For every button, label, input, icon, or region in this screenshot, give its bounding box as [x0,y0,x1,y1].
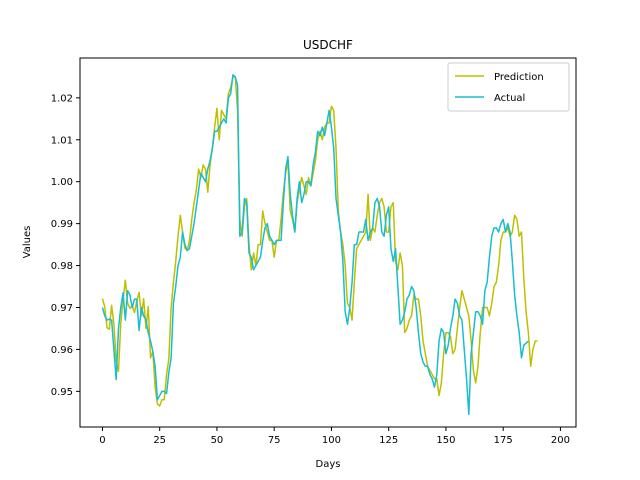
x-tick-label: 200 [551,435,570,446]
series-line-prediction [101,76,538,407]
legend: Prediction Actual [447,62,570,112]
plot-frame [79,57,577,428]
series-layer [101,74,538,416]
x-axis-label: Days [316,459,341,470]
y-axis-ticks: 0.95 0.96 0.97 0.98 0.99 1.00 1.01 1.02 [51,93,80,398]
y-tick-label: 0.97 [51,303,73,314]
x-axis-ticks: 0 25 50 75 100 125 150 175 200 [99,427,570,446]
y-axis-label: Values [22,226,33,259]
y-tick-label: 0.96 [51,345,73,356]
x-tick-label: 50 [211,435,224,446]
y-tick-label: 1.01 [51,135,73,146]
series-line-actual [101,74,529,416]
x-tick-label: 125 [379,435,398,446]
legend-label-prediction: Prediction [494,72,544,83]
x-tick-label: 25 [153,435,166,446]
y-tick-label: 0.95 [51,387,73,398]
x-tick-label: 75 [268,435,281,446]
legend-box [447,62,570,112]
x-tick-label: 175 [494,435,513,446]
y-tick-label: 0.99 [51,219,73,230]
x-tick-label: 100 [322,435,341,446]
axes-layer [79,57,577,428]
chart-title: USDCHF [303,38,353,52]
y-tick-label: 0.98 [51,261,73,272]
legend-label-actual: Actual [494,93,525,104]
y-tick-label: 1.02 [51,93,73,104]
x-tick-label: 0 [99,435,105,446]
y-tick-label: 1.00 [51,177,73,188]
x-tick-label: 150 [436,435,455,446]
